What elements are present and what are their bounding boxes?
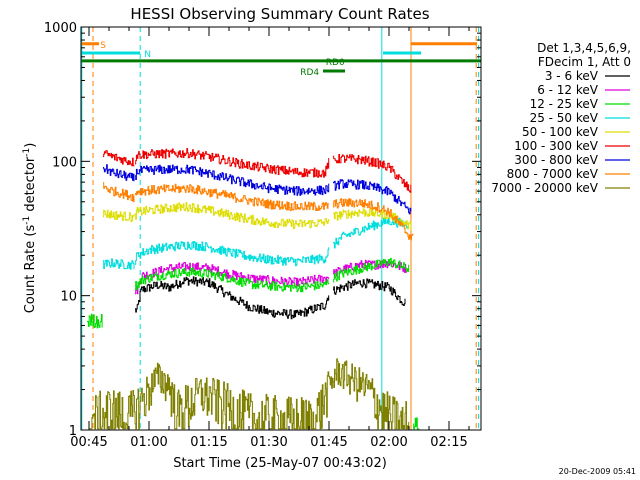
series-3-6-kev-segment-2 (333, 278, 406, 306)
series-3-6-kev-segment-1 (135, 276, 330, 320)
y-axis-label-part3: ) (23, 143, 38, 148)
y-axis-label-part2: detector (23, 156, 38, 216)
legend-label-25-50-kev: 25 - 50 keV (530, 111, 599, 125)
legend-label-800-7000-kev: 800 - 7000 keV (507, 167, 599, 181)
special-segment-1 (87, 313, 103, 329)
legend-label-100-300-kev: 100 - 300 keV (514, 139, 598, 153)
legend-label-50-100-kev: 50 - 100 keV (522, 125, 599, 139)
x-tick-label-02-15: 02:15 (430, 435, 467, 450)
x-tick-label-01-30: 01:30 (250, 435, 287, 450)
y-axis-label-part1: Count Rate (s (23, 225, 38, 314)
series-3-6-kev (135, 276, 406, 320)
series-25-50-kev (103, 217, 410, 270)
flag-rd4-label: RD4 (300, 68, 319, 78)
series-7000-20000-kev-segment-1 (89, 358, 410, 430)
x-axis-label: Start Time (25-May-07 00:43:02) (173, 456, 387, 471)
x-tick-label-00-45: 00:45 (70, 435, 107, 450)
y-axis-label-sup1: -1 (22, 216, 32, 225)
series-12-25-kev (135, 257, 410, 293)
flag-s-label: S (100, 41, 106, 51)
series-12-25-kev-segment-2 (333, 257, 410, 283)
legend: Det 1,3,4,5,6,9, FDecim 1, Att 0 3 - 6 k… (491, 41, 631, 195)
legend-header-line-2: FDecim 1, Att 0 (538, 55, 631, 69)
series-6-12-kev-segment-2 (333, 259, 407, 278)
y-axis-label-sup2: -1 (22, 148, 32, 157)
series-300-800-kev-segment-1 (103, 164, 135, 182)
x-tick-label-01-00: 01:00 (130, 435, 167, 450)
chart-title: HESSI Observing Summary Count Rates (130, 5, 429, 23)
x-tick-label-01-15: 01:15 (190, 435, 227, 450)
series-100-300-kev (103, 148, 412, 193)
y-tick-label-10: 10 (60, 290, 77, 305)
y-tick-label-1: 1 (69, 424, 77, 439)
series-12-25-kev-segment-1 (135, 267, 330, 293)
series-800-7000-kev-segment-3 (333, 198, 414, 241)
y-axis: 1 10 100 1000 (44, 21, 481, 439)
series-100-300-kev-segment-1 (103, 150, 135, 167)
series-50-100-kev-segment-1 (103, 209, 135, 223)
legend-label-7000-20000-kev: 7000 - 20000 keV (491, 181, 598, 195)
series-50-100-kev-segment-2 (135, 202, 330, 230)
plot-area: S N RD0 RD4 (81, 27, 481, 430)
series-7000-20000-kev (89, 358, 410, 430)
series-800-7000-kev (103, 182, 414, 241)
series-800-7000-kev-segment-2 (135, 183, 330, 212)
series-25-50-kev-segment-3 (333, 217, 410, 249)
y-tick-label-1000: 1000 (44, 21, 77, 36)
series-25-50-kev-segment-2 (135, 241, 330, 267)
x-axis: 00:45 01:00 01:15 01:30 01:45 02:00 02:15 (70, 27, 470, 450)
x-tick-label-01-45: 01:45 (310, 435, 347, 450)
series-100-300-kev-segment-2 (135, 148, 330, 178)
series-25-50-kev-segment-1 (103, 258, 135, 270)
series-800-7000-kev-segment-1 (103, 182, 135, 203)
x-tick-label-02-00: 02:00 (370, 435, 407, 450)
series-300-800-kev (103, 164, 412, 215)
y-axis-label: Count Rate (s-1 detector-1) (22, 143, 38, 314)
flag-n-label: N (144, 50, 151, 60)
series-300-800-kev-segment-3 (333, 179, 412, 215)
legend-label-300-800-kev: 300 - 800 keV (514, 153, 598, 167)
series-100-300-kev-segment-3 (333, 154, 412, 193)
special-segment-2 (413, 417, 420, 430)
legend-label-3-6-kev: 3 - 6 keV (545, 69, 599, 83)
timestamp: 20-Dec-2009 05:41 (559, 467, 636, 476)
y-tick-label-100: 100 (52, 155, 77, 170)
legend-label-6-12-kev: 6 - 12 keV (537, 83, 599, 97)
flag-rd0-label: RD0 (326, 58, 345, 68)
legend-label-12-25-kev: 12 - 25 keV (530, 97, 599, 111)
series-300-800-kev-segment-2 (135, 164, 330, 196)
plot-frame (80, 26, 482, 431)
legend-header-line-1: Det 1,3,4,5,6,9, (537, 41, 631, 55)
